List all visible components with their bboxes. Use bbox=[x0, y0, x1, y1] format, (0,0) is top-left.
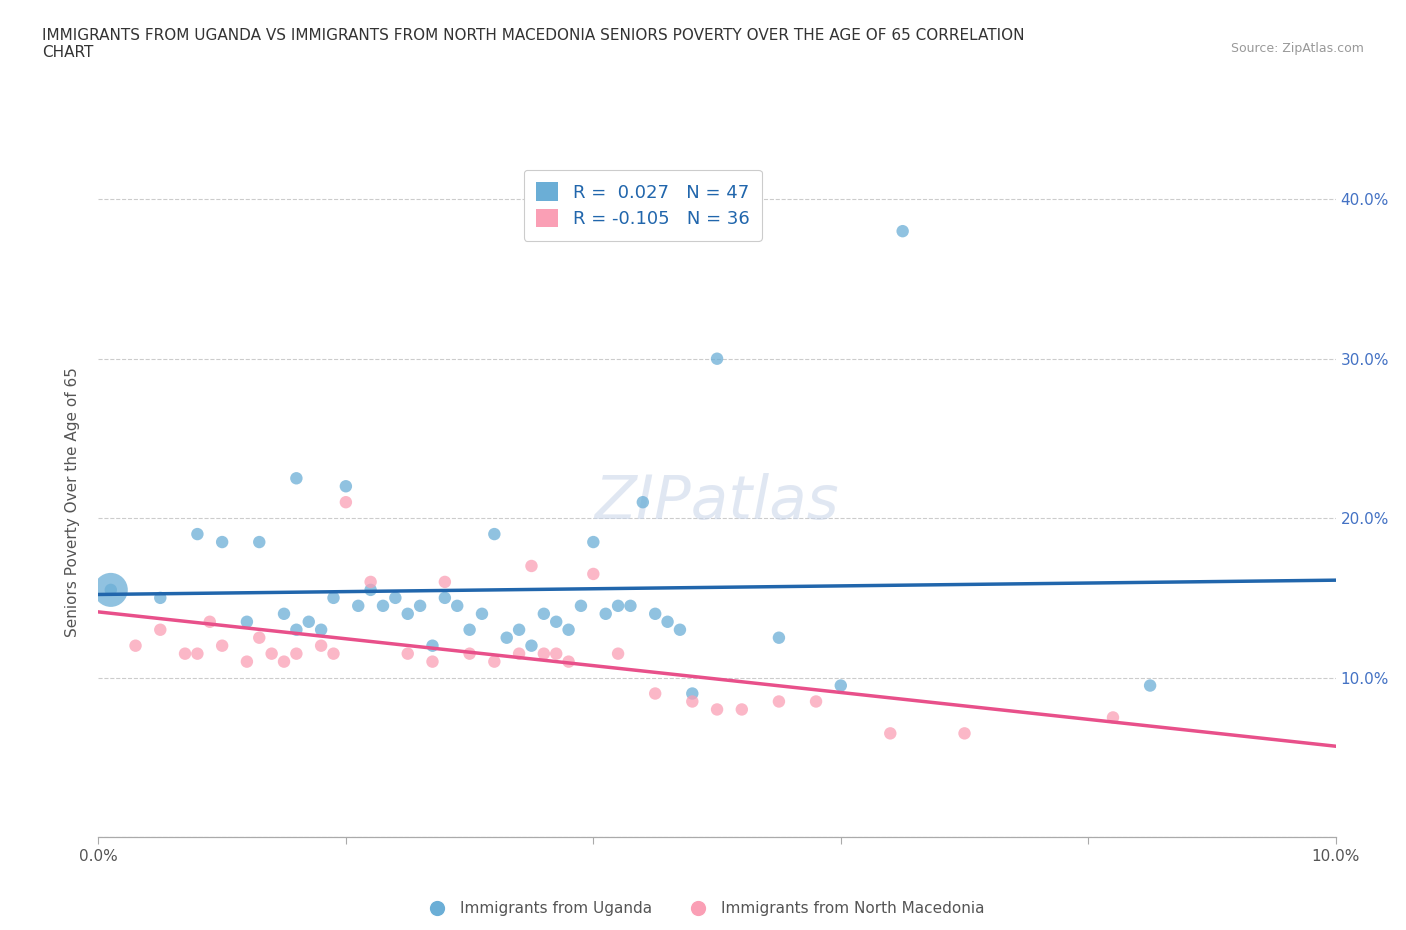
Point bbox=[681, 686, 703, 701]
Point bbox=[706, 702, 728, 717]
Point bbox=[458, 646, 481, 661]
Point bbox=[236, 615, 259, 630]
Point bbox=[495, 631, 517, 645]
Point bbox=[100, 582, 122, 597]
Point bbox=[100, 582, 122, 597]
Point bbox=[508, 622, 530, 637]
Point bbox=[198, 615, 221, 630]
Point bbox=[285, 646, 308, 661]
Point bbox=[247, 631, 270, 645]
Point bbox=[422, 638, 444, 653]
Point bbox=[322, 646, 344, 661]
Point bbox=[186, 646, 208, 661]
Point bbox=[409, 598, 432, 613]
Point bbox=[582, 535, 605, 550]
Point bbox=[644, 686, 666, 701]
Point bbox=[607, 598, 630, 613]
Legend: Immigrants from Uganda, Immigrants from North Macedonia: Immigrants from Uganda, Immigrants from … bbox=[416, 896, 990, 923]
Point bbox=[371, 598, 394, 613]
Point bbox=[285, 471, 308, 485]
Point bbox=[149, 591, 172, 605]
Point bbox=[582, 566, 605, 581]
Point bbox=[546, 646, 568, 661]
Point bbox=[533, 646, 555, 661]
Legend: R =  0.027   N = 47, R = -0.105   N = 36: R = 0.027 N = 47, R = -0.105 N = 36 bbox=[524, 170, 762, 241]
Point bbox=[298, 615, 321, 630]
Point bbox=[804, 694, 827, 709]
Point bbox=[236, 654, 259, 669]
Point bbox=[669, 622, 692, 637]
Point bbox=[186, 526, 208, 541]
Point bbox=[644, 606, 666, 621]
Point bbox=[174, 646, 197, 661]
Point bbox=[508, 646, 530, 661]
Point bbox=[520, 559, 543, 574]
Text: IMMIGRANTS FROM UGANDA VS IMMIGRANTS FROM NORTH MACEDONIA SENIORS POVERTY OVER T: IMMIGRANTS FROM UGANDA VS IMMIGRANTS FRO… bbox=[42, 28, 1025, 60]
Point bbox=[681, 694, 703, 709]
Point bbox=[1102, 710, 1125, 724]
Point bbox=[335, 479, 357, 494]
Point bbox=[322, 591, 344, 605]
Point bbox=[273, 654, 295, 669]
Point bbox=[260, 646, 283, 661]
Point bbox=[879, 726, 901, 741]
Point bbox=[557, 654, 579, 669]
Point bbox=[273, 606, 295, 621]
Point bbox=[458, 622, 481, 637]
Point bbox=[446, 598, 468, 613]
Point bbox=[520, 638, 543, 653]
Point bbox=[830, 678, 852, 693]
Point bbox=[347, 598, 370, 613]
Point bbox=[309, 622, 332, 637]
Point bbox=[546, 615, 568, 630]
Point bbox=[360, 575, 382, 590]
Point bbox=[124, 638, 146, 653]
Point bbox=[595, 606, 617, 621]
Point bbox=[657, 615, 679, 630]
Point bbox=[433, 575, 456, 590]
Point bbox=[484, 526, 506, 541]
Point bbox=[360, 582, 382, 597]
Point bbox=[384, 591, 406, 605]
Point bbox=[211, 535, 233, 550]
Point bbox=[396, 606, 419, 621]
Point bbox=[149, 622, 172, 637]
Point bbox=[211, 638, 233, 653]
Point bbox=[433, 591, 456, 605]
Point bbox=[768, 694, 790, 709]
Point bbox=[484, 654, 506, 669]
Text: ZIPatlas: ZIPatlas bbox=[595, 472, 839, 532]
Point bbox=[569, 598, 592, 613]
Point bbox=[768, 631, 790, 645]
Point bbox=[396, 646, 419, 661]
Point bbox=[557, 622, 579, 637]
Point bbox=[706, 352, 728, 366]
Point bbox=[309, 638, 332, 653]
Point bbox=[471, 606, 494, 621]
Point bbox=[731, 702, 754, 717]
Text: Source: ZipAtlas.com: Source: ZipAtlas.com bbox=[1230, 42, 1364, 55]
Y-axis label: Seniors Poverty Over the Age of 65: Seniors Poverty Over the Age of 65 bbox=[65, 367, 80, 637]
Point bbox=[607, 646, 630, 661]
Point bbox=[335, 495, 357, 510]
Point bbox=[631, 495, 654, 510]
Point bbox=[285, 622, 308, 637]
Point bbox=[1139, 678, 1161, 693]
Point bbox=[247, 535, 270, 550]
Point bbox=[422, 654, 444, 669]
Point bbox=[891, 224, 914, 239]
Point bbox=[533, 606, 555, 621]
Point bbox=[619, 598, 641, 613]
Point bbox=[953, 726, 976, 741]
